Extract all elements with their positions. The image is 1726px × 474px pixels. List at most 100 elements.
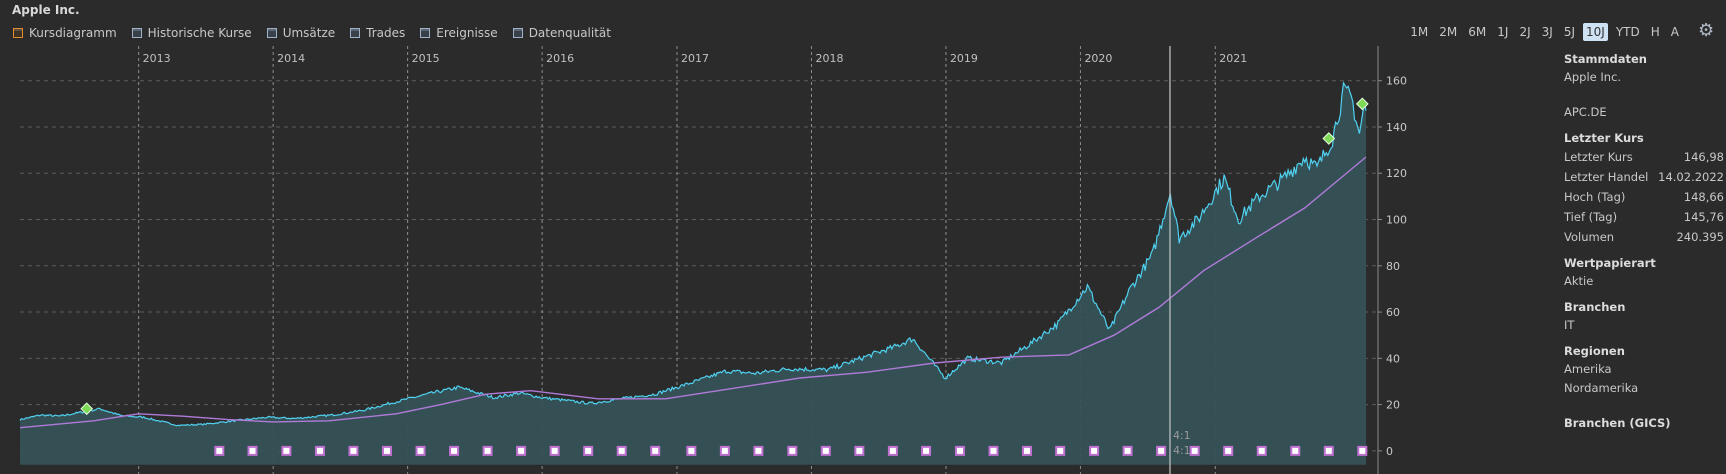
tab-kursdiagramm[interactable]: Kursdiagramm	[13, 26, 117, 40]
tab-label: Kursdiagramm	[29, 26, 117, 40]
event-marker	[954, 445, 965, 456]
year-label: 2014	[277, 52, 305, 65]
info-row-last-trade: Letzter Handel 14.02.2022	[1564, 167, 1724, 187]
industry-value: IT	[1564, 318, 1575, 332]
range-2m[interactable]: 2M	[1439, 25, 1458, 39]
range-10j[interactable]: 10J	[1583, 23, 1608, 41]
gear-icon[interactable]: ⚙	[1698, 20, 1715, 41]
event-marker	[549, 445, 560, 456]
info-value: 145,76	[1683, 210, 1724, 224]
event-marker	[214, 445, 225, 456]
event-marker	[1089, 445, 1100, 456]
event-marker	[719, 445, 730, 456]
range-ytd[interactable]: YTD	[1615, 25, 1640, 39]
event-marker	[516, 445, 527, 456]
event-marker	[415, 445, 426, 456]
event-marker	[1357, 445, 1368, 456]
year-label: 2021	[1219, 52, 1247, 65]
event-marker	[482, 445, 493, 456]
tab-label: Umsätze	[282, 26, 336, 40]
region-value: Nordamerika	[1564, 381, 1639, 395]
dividend-marker	[80, 402, 94, 416]
dividend-marker	[1322, 132, 1336, 145]
event-marker	[820, 445, 831, 456]
range-3j[interactable]: 3J	[1541, 25, 1553, 39]
price-area	[20, 83, 1366, 465]
event-marker	[650, 445, 661, 456]
event-marker	[787, 445, 798, 456]
y-tick-label: 120	[1386, 167, 1407, 180]
range-6m[interactable]: 6M	[1468, 25, 1487, 39]
tab-label: Historische Kurse	[147, 26, 252, 40]
event-marker	[616, 445, 627, 456]
price-chart[interactable]: 0 20 40 60 80 100 120 140 160 2013 2014 2015 2016 201…	[0, 46, 1554, 474]
event-marker	[1189, 445, 1200, 456]
y-tick-label: 140	[1386, 121, 1407, 134]
range-2j[interactable]: 2J	[1519, 25, 1531, 39]
info-row-day-high: Hoch (Tag) 148,66	[1564, 187, 1724, 207]
region-value: Amerika	[1564, 362, 1612, 376]
tab-umsaetze[interactable]: Umsätze	[266, 26, 336, 40]
range-a[interactable]: A	[1670, 25, 1679, 39]
info-value: 14.02.2022	[1658, 170, 1724, 184]
section-wertpapierart: Wertpapierart	[1564, 256, 1656, 270]
tab-historische-kurse[interactable]: Historische Kurse	[131, 26, 252, 40]
security-name: Apple Inc.	[1564, 70, 1622, 84]
y-tick-label: 100	[1386, 214, 1407, 227]
event-marker	[314, 445, 325, 456]
y-tick-label: 0	[1386, 445, 1393, 458]
range-5j[interactable]: 5J	[1563, 25, 1576, 39]
security-ticker: APC.DE	[1564, 105, 1607, 119]
info-label: Tief (Tag)	[1564, 210, 1618, 224]
info-label: Letzter Kurs	[1564, 150, 1633, 164]
tab-ereignisse[interactable]: Ereignisse	[420, 26, 498, 40]
range-1j[interactable]: 1J	[1497, 25, 1509, 39]
y-tick-label: 40	[1386, 352, 1400, 365]
info-row-volume: Volumen 240.395	[1564, 227, 1724, 247]
tab-checkbox-icon	[350, 28, 361, 38]
section-branchen: Branchen	[1564, 300, 1626, 314]
window-title: Apple Inc.	[12, 3, 80, 17]
year-label: 2013	[143, 52, 171, 65]
split-label: 4:1	[1173, 444, 1191, 457]
range-selector: 1M 2M 6M 1J 2J 3J 5J 10J YTD H A	[1407, 23, 1682, 41]
tab-label: Datenqualität	[528, 26, 611, 40]
tab-label: Ereignisse	[436, 26, 498, 40]
event-marker	[1022, 445, 1033, 456]
event-marker	[583, 445, 594, 456]
tab-checkbox-icon	[420, 28, 431, 38]
event-marker	[381, 445, 392, 456]
section-letzter-kurs: Letzter Kurs	[1564, 131, 1644, 145]
info-row-last-price: Letzter Kurs 146,98	[1564, 147, 1724, 167]
event-marker	[686, 445, 697, 456]
section-regionen: Regionen	[1564, 344, 1625, 358]
year-label: 2017	[681, 52, 709, 65]
range-h[interactable]: H	[1650, 25, 1660, 39]
security-type: Aktie	[1564, 274, 1594, 288]
dividend-marker	[1355, 97, 1369, 111]
y-tick-label: 60	[1386, 306, 1400, 319]
year-label: 2019	[950, 52, 978, 65]
year-label: 2020	[1084, 52, 1112, 65]
section-branchen-gics: Branchen (GICS)	[1564, 416, 1671, 430]
year-label: 2016	[546, 52, 574, 65]
range-1m[interactable]: 1M	[1410, 25, 1429, 39]
tab-trades[interactable]: Trades	[350, 26, 405, 40]
event-marker	[1256, 445, 1267, 456]
event-marker	[247, 445, 258, 456]
info-label: Letzter Handel	[1564, 170, 1649, 184]
event-marker	[1323, 445, 1334, 456]
event-marker	[753, 445, 764, 456]
info-value: 146,98	[1683, 150, 1724, 164]
event-marker	[854, 445, 865, 456]
info-value: 148,66	[1683, 190, 1724, 204]
event-marker	[1290, 445, 1301, 456]
event-marker	[348, 445, 359, 456]
tab-datenqualitaet[interactable]: Datenqualität	[512, 26, 611, 40]
info-row-day-low: Tief (Tag) 145,76	[1564, 207, 1724, 227]
section-stammdaten: Stammdaten	[1564, 52, 1647, 66]
info-label: Volumen	[1564, 230, 1615, 244]
tab-bar: Kursdiagramm Historische Kurse Umsätze T…	[13, 26, 611, 40]
event-marker	[449, 445, 460, 456]
tab-checkbox-icon	[131, 28, 142, 38]
